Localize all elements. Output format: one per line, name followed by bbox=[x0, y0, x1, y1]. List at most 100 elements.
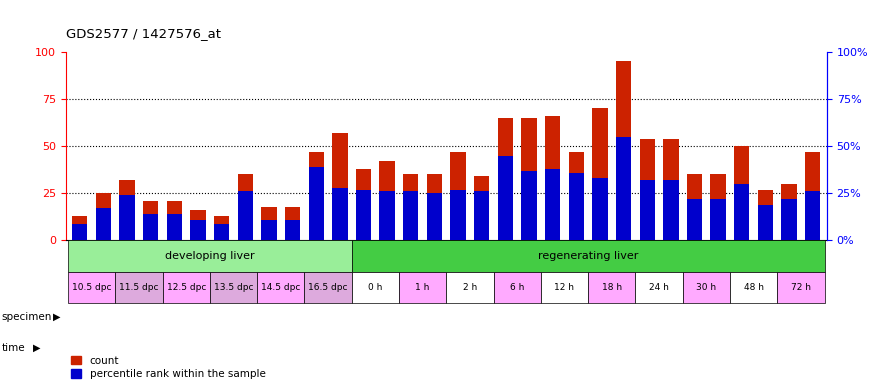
Bar bbox=[710, 174, 725, 240]
Bar bbox=[663, 139, 678, 240]
Bar bbox=[498, 156, 513, 240]
Bar bbox=[640, 139, 654, 240]
Bar bbox=[734, 184, 750, 240]
Bar bbox=[734, 146, 750, 240]
Bar bbox=[143, 201, 158, 240]
Bar bbox=[522, 170, 536, 240]
Bar bbox=[663, 180, 678, 240]
Bar bbox=[210, 272, 257, 303]
Bar bbox=[545, 169, 560, 240]
Text: 6 h: 6 h bbox=[510, 283, 524, 292]
Text: 11.5 dpc: 11.5 dpc bbox=[119, 283, 158, 292]
Bar bbox=[522, 118, 536, 240]
Bar bbox=[143, 214, 158, 240]
Bar bbox=[332, 188, 347, 240]
Text: 2 h: 2 h bbox=[463, 283, 477, 292]
Bar bbox=[285, 220, 300, 240]
Bar bbox=[451, 190, 466, 240]
Bar bbox=[262, 220, 276, 240]
Bar bbox=[545, 116, 560, 240]
Bar bbox=[758, 205, 774, 240]
Bar bbox=[474, 192, 489, 240]
Bar bbox=[403, 174, 418, 240]
Bar bbox=[309, 167, 324, 240]
Bar bbox=[72, 216, 88, 240]
Bar bbox=[68, 240, 352, 272]
Bar bbox=[446, 272, 493, 303]
Bar bbox=[309, 152, 324, 240]
Text: 72 h: 72 h bbox=[791, 283, 811, 292]
Bar bbox=[403, 192, 418, 240]
Text: 24 h: 24 h bbox=[649, 283, 669, 292]
Bar bbox=[238, 174, 253, 240]
Bar bbox=[781, 184, 797, 240]
Bar bbox=[493, 272, 541, 303]
Bar bbox=[474, 176, 489, 240]
Text: 12 h: 12 h bbox=[555, 283, 575, 292]
Bar bbox=[616, 61, 631, 240]
Text: 48 h: 48 h bbox=[744, 283, 764, 292]
Legend: count, percentile rank within the sample: count, percentile rank within the sample bbox=[71, 356, 265, 379]
Bar bbox=[777, 272, 824, 303]
Bar bbox=[380, 192, 395, 240]
Bar bbox=[758, 190, 774, 240]
Bar bbox=[427, 193, 442, 240]
Bar bbox=[640, 180, 654, 240]
Bar bbox=[163, 272, 210, 303]
Text: regenerating liver: regenerating liver bbox=[538, 251, 638, 261]
Bar bbox=[592, 178, 607, 240]
Bar bbox=[805, 152, 821, 240]
Text: 0 h: 0 h bbox=[368, 283, 382, 292]
Text: developing liver: developing liver bbox=[165, 251, 255, 261]
Text: 13.5 dpc: 13.5 dpc bbox=[214, 283, 253, 292]
Bar bbox=[191, 210, 206, 240]
Bar bbox=[356, 169, 371, 240]
Bar bbox=[332, 133, 347, 240]
Bar bbox=[167, 201, 182, 240]
Bar bbox=[214, 223, 229, 240]
Bar bbox=[592, 108, 607, 240]
Text: 1 h: 1 h bbox=[416, 283, 430, 292]
Bar bbox=[710, 199, 725, 240]
Bar bbox=[214, 216, 229, 240]
Bar bbox=[616, 137, 631, 240]
Bar bbox=[95, 193, 111, 240]
Bar bbox=[805, 192, 821, 240]
Bar bbox=[262, 207, 276, 240]
Bar bbox=[68, 272, 116, 303]
Bar bbox=[380, 161, 395, 240]
Text: 12.5 dpc: 12.5 dpc bbox=[166, 283, 206, 292]
Bar bbox=[635, 272, 682, 303]
Bar bbox=[356, 190, 371, 240]
Bar bbox=[167, 214, 182, 240]
Text: GDS2577 / 1427576_at: GDS2577 / 1427576_at bbox=[66, 27, 220, 40]
Bar bbox=[687, 174, 702, 240]
Bar bbox=[95, 209, 111, 240]
Bar bbox=[569, 172, 584, 240]
Bar bbox=[427, 174, 442, 240]
Bar bbox=[119, 195, 135, 240]
Bar bbox=[399, 272, 446, 303]
Bar bbox=[541, 272, 588, 303]
Bar bbox=[285, 207, 300, 240]
Text: 18 h: 18 h bbox=[602, 283, 622, 292]
Bar bbox=[682, 272, 730, 303]
Bar bbox=[781, 199, 797, 240]
Bar bbox=[730, 272, 777, 303]
Text: ▶: ▶ bbox=[52, 312, 60, 322]
Bar bbox=[116, 272, 163, 303]
Text: specimen: specimen bbox=[2, 312, 52, 322]
Bar bbox=[352, 272, 399, 303]
Text: 30 h: 30 h bbox=[696, 283, 717, 292]
Bar bbox=[569, 152, 584, 240]
Bar bbox=[191, 220, 206, 240]
Bar bbox=[304, 272, 352, 303]
Bar bbox=[451, 152, 466, 240]
Text: 10.5 dpc: 10.5 dpc bbox=[72, 283, 111, 292]
Text: ▶: ▶ bbox=[33, 343, 41, 353]
Bar bbox=[498, 118, 513, 240]
Bar bbox=[238, 192, 253, 240]
Bar bbox=[119, 180, 135, 240]
Bar bbox=[588, 272, 635, 303]
Bar bbox=[257, 272, 304, 303]
